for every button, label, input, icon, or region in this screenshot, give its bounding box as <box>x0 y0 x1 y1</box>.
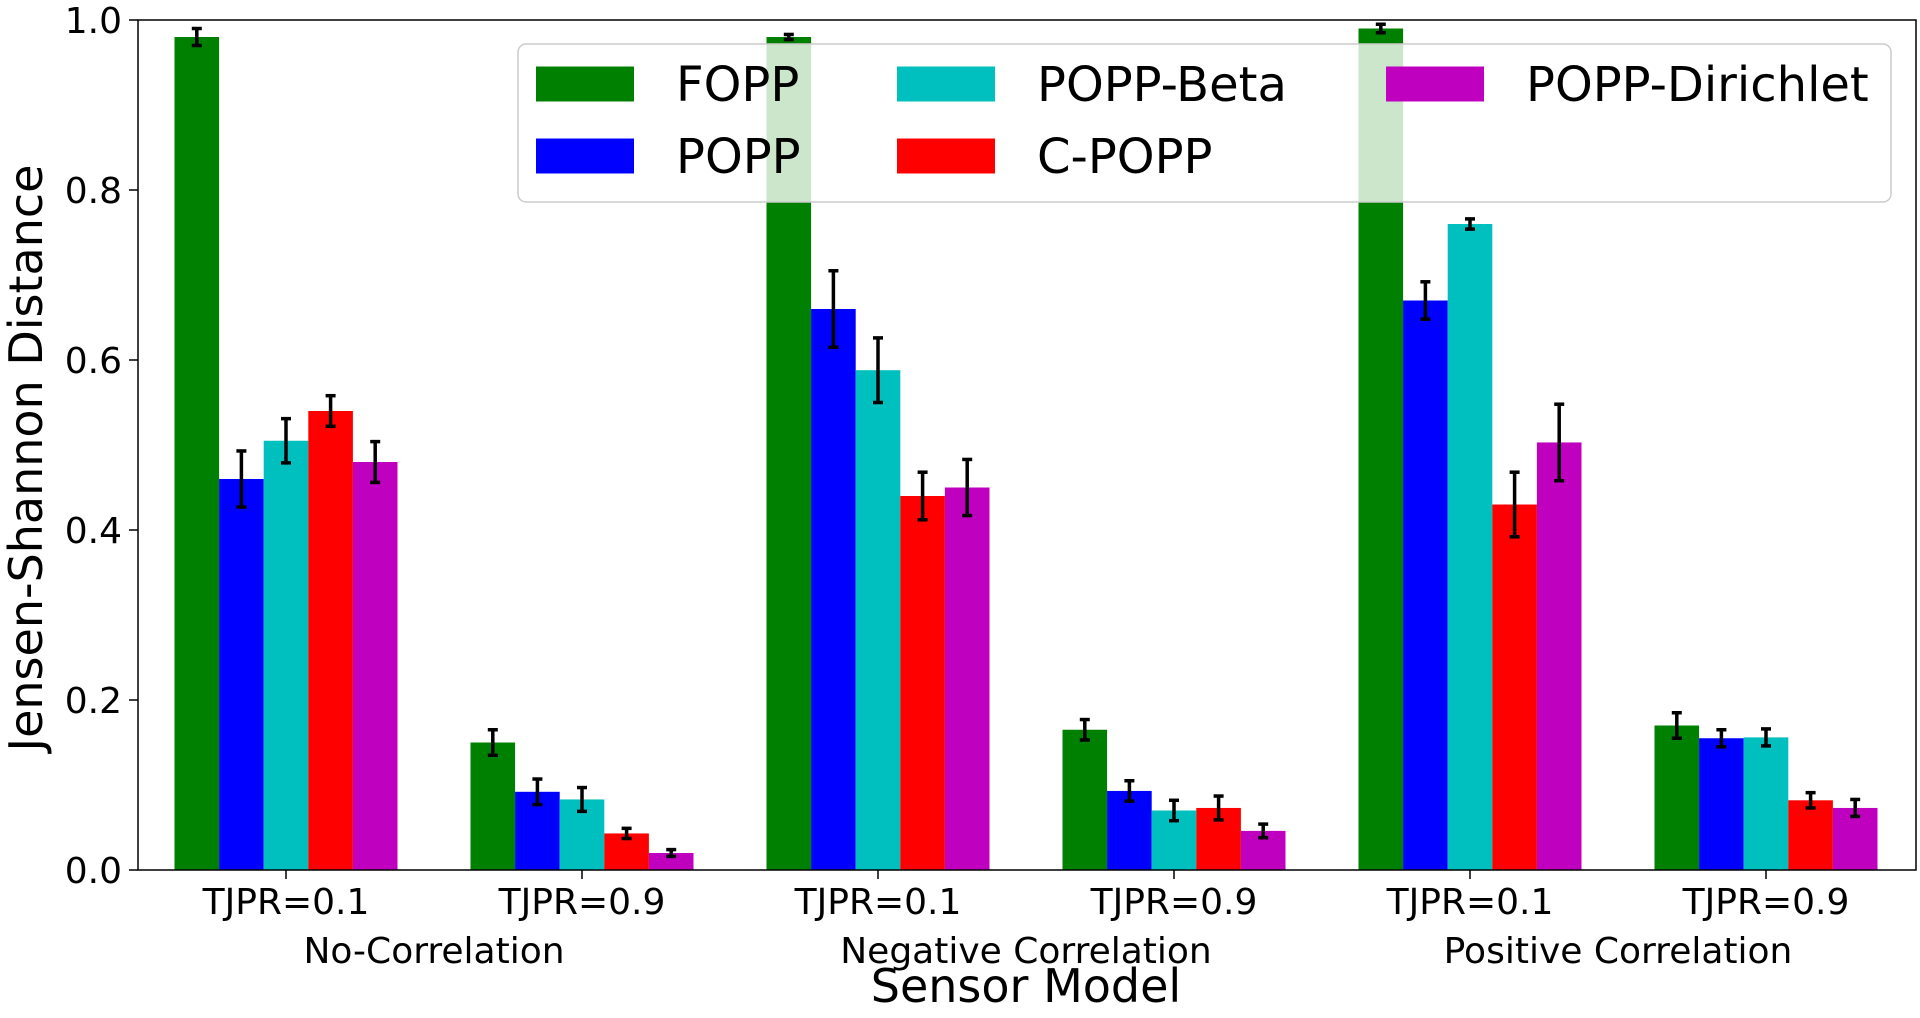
y-tick-label: 0.2 <box>65 681 122 722</box>
bar-fopp-5 <box>1654 725 1700 870</box>
plot-frame <box>137 19 1917 871</box>
legend-item-c-popp: C-POPP <box>897 129 1212 185</box>
bar-popp-dirichlet-2 <box>944 487 990 870</box>
error-bar-popp-beta-4 <box>1465 217 1475 231</box>
error-bar-popp-dirichlet-3 <box>1258 822 1269 840</box>
x-tick-label: TJPR=0.1 <box>202 882 370 923</box>
y-axis-title: Jensen-Shannon Distance <box>0 165 53 755</box>
legend-item-popp: POPP <box>536 129 801 185</box>
legend-box <box>517 43 1892 203</box>
bar-c-popp-5 <box>1788 800 1833 870</box>
error-bar-c-popp-5 <box>1805 790 1816 810</box>
error-bar-popp-beta-3 <box>1169 798 1179 823</box>
error-bar-fopp-3 <box>1079 717 1090 742</box>
legend-label: POPP <box>676 129 801 185</box>
legend-label: FOPP <box>676 57 799 113</box>
error-bar-c-popp-4 <box>1509 470 1520 539</box>
legend-label: POPP-Beta <box>1037 57 1287 113</box>
error-bar-c-popp-3 <box>1213 794 1224 822</box>
x-tick-label: TJPR=0.9 <box>498 882 666 923</box>
error-bar-popp-dirichlet-2 <box>962 457 973 518</box>
x-tick-label: TJPR=0.9 <box>1090 882 1258 923</box>
y-tick-label: 1.0 <box>65 1 122 42</box>
x-tick-label: TJPR=0.1 <box>794 882 962 923</box>
legend-swatch <box>1386 66 1484 102</box>
error-bar-popp-dirichlet-4 <box>1554 402 1565 483</box>
y-tick-label: 0.6 <box>65 341 122 382</box>
error-bar-popp-1 <box>532 777 543 807</box>
error-bar-fopp-5 <box>1671 711 1682 740</box>
error-bar-popp-beta-0 <box>281 416 291 465</box>
error-bar-fopp-4 <box>1375 22 1386 35</box>
legend-label: POPP-Dirichlet <box>1526 57 1869 113</box>
error-bar-popp-3 <box>1124 779 1135 803</box>
error-bar-popp-4 <box>1420 280 1431 321</box>
error-bar-popp-0 <box>236 449 247 509</box>
legend-swatch <box>536 66 634 102</box>
x-axis-title: Sensor Model <box>871 959 1181 1013</box>
error-bar-c-popp-2 <box>917 470 928 522</box>
error-bar-fopp-0 <box>191 26 202 48</box>
error-bar-fopp-2 <box>783 32 794 42</box>
ticks-layer: TJPR=0.1 TJPR=0.9 TJPR=0.1 TJPR=0.9 TJPR=0.1… <box>65 1 1850 972</box>
bar-popp-3 <box>1107 790 1152 870</box>
error-bar-fopp-1 <box>487 728 498 757</box>
legend-item-popp-dirichlet: POPP-Dirichlet <box>1386 57 1869 113</box>
bars-layer <box>174 28 1878 870</box>
error-bar-popp-dirichlet-5 <box>1850 797 1861 819</box>
bar-popp-4 <box>1403 300 1448 870</box>
error-bar-popp-dirichlet-1 <box>666 847 677 859</box>
bar-popp-0 <box>219 479 264 870</box>
bar-fopp-3 <box>1062 729 1108 870</box>
legend: FOPP POPP POPP-Beta C-POPP POPP-Dirichlet <box>517 43 1892 203</box>
legend-item-popp-beta: POPP-Beta <box>897 57 1287 113</box>
group-label: Negative Correlation <box>840 931 1212 972</box>
bar-popp-dirichlet-5 <box>1832 807 1878 870</box>
legend-swatch <box>897 138 995 174</box>
error-bar-popp-5 <box>1716 728 1727 749</box>
bar-popp-dirichlet-1 <box>648 853 694 870</box>
bar-c-popp-4 <box>1492 504 1537 870</box>
bar-c-popp-2 <box>900 496 945 870</box>
legend-swatch <box>536 138 634 174</box>
bar-popp-dirichlet-0 <box>352 462 398 870</box>
bar-popp-beta-0 <box>263 440 309 870</box>
y-tick-label: 0.4 <box>65 511 122 552</box>
bar-popp-beta-4 <box>1447 224 1493 870</box>
error-bar-popp-beta-2 <box>873 336 883 405</box>
bar-popp-5 <box>1699 738 1744 870</box>
legend-item-fopp: FOPP <box>536 57 799 113</box>
group-label: Positive Correlation <box>1444 931 1793 972</box>
error-bar-c-popp-1 <box>621 826 632 841</box>
y-tick-label: 0.0 <box>65 851 122 892</box>
bar-popp-dirichlet-4 <box>1536 442 1582 870</box>
error-bar-c-popp-0 <box>325 393 336 429</box>
bar-c-popp-0 <box>308 411 353 870</box>
legend-label: C-POPP <box>1037 129 1212 185</box>
axes-layer <box>137 19 1917 871</box>
y-tick-label: 0.8 <box>65 171 122 212</box>
x-tick-label: TJPR=0.9 <box>1682 882 1850 923</box>
error-bars-layer <box>191 22 1861 859</box>
error-bar-popp-2 <box>828 269 839 349</box>
x-tick-label: TJPR=0.1 <box>1386 882 1554 923</box>
bar-popp-2 <box>811 309 856 870</box>
legend-swatch <box>897 66 995 102</box>
error-bar-popp-beta-1 <box>577 785 587 814</box>
bar-popp-beta-2 <box>855 370 901 870</box>
error-bar-popp-beta-5 <box>1761 727 1771 748</box>
group-label: No-Correlation <box>303 931 564 972</box>
bar-popp-beta-5 <box>1743 737 1789 870</box>
bar-fopp-1 <box>470 742 516 870</box>
error-bar-popp-dirichlet-0 <box>370 439 381 485</box>
bar-fopp-0 <box>174 37 220 870</box>
